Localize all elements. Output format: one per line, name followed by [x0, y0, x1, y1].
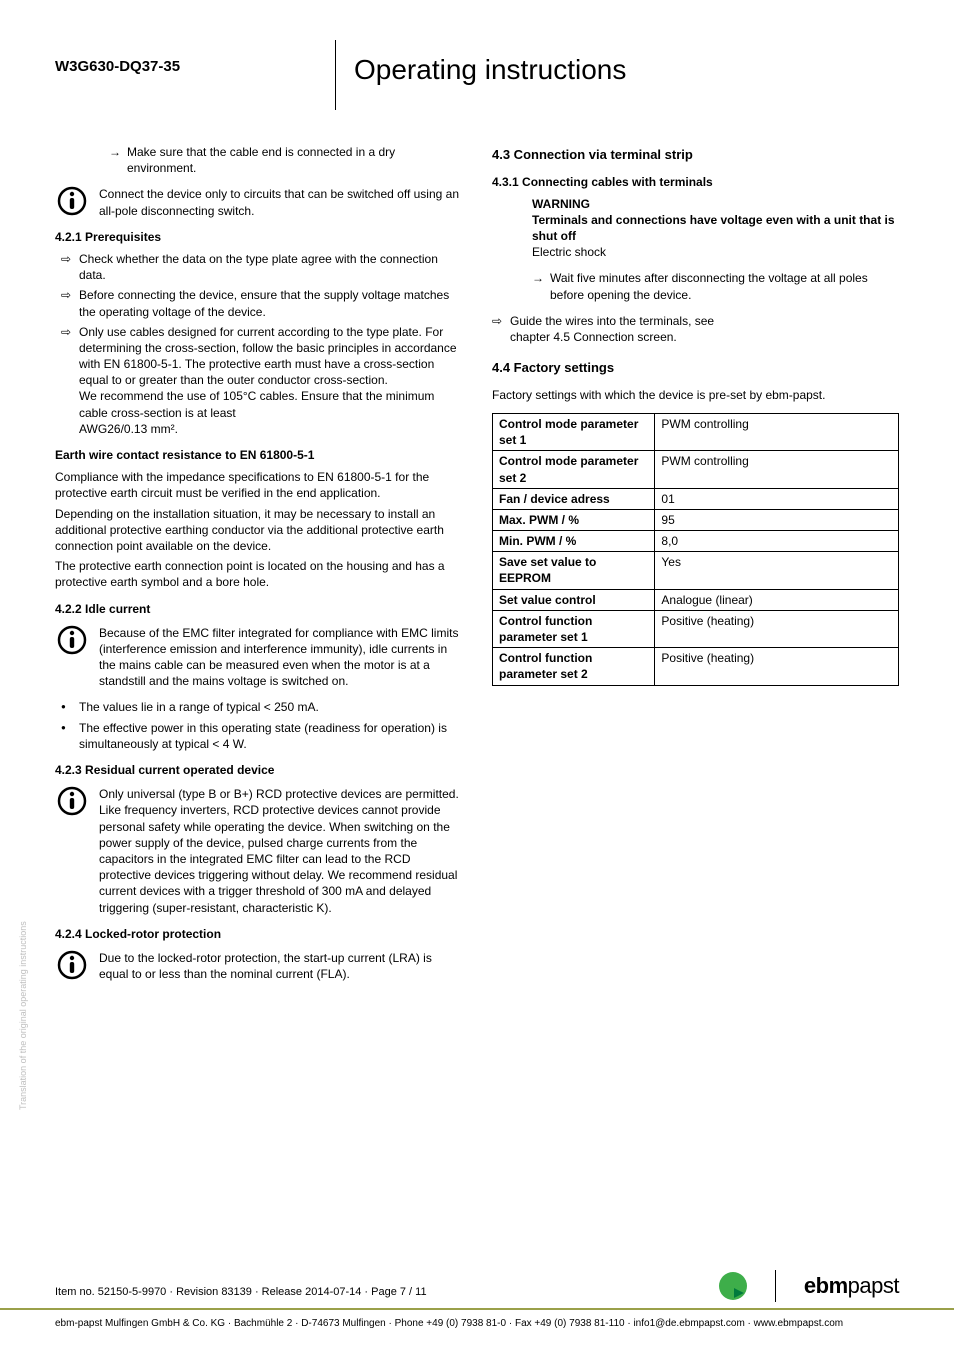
- arrow-icon: ⇨: [61, 287, 79, 319]
- heading-43: 4.3 Connection via terminal strip: [492, 146, 899, 164]
- table-row: Save set value to EEPROMYes: [493, 552, 899, 589]
- note-cable-dry: → Make sure that the cable end is connec…: [109, 144, 462, 176]
- info-text: Connect the device only to circuits that…: [99, 186, 462, 218]
- info-text: Because of the EMC filter integrated for…: [99, 625, 462, 690]
- brand-logo: ebmpapst: [804, 1273, 899, 1299]
- table-row: Control function parameter set 2Positive…: [493, 648, 899, 685]
- list-item: ● The values lie in a range of typical <…: [55, 699, 462, 715]
- heading-locked: 4.2.4 Locked-rotor protection: [55, 926, 462, 942]
- guide-text: Guide the wires into the terminals, see …: [510, 313, 714, 345]
- guide-item: ⇨ Guide the wires into the terminals, se…: [492, 313, 899, 345]
- info-text: Only universal (type B or B+) RCD protec…: [99, 786, 462, 916]
- table-row: Max. PWM / %95: [493, 509, 899, 530]
- dot-icon: ●: [61, 699, 79, 715]
- warning-body: Terminals and connections have voltage e…: [532, 212, 899, 244]
- list-item: ● The effective power in this operating …: [55, 720, 462, 752]
- info-text: Due to the locked-rotor protection, the …: [99, 950, 462, 982]
- right-column: 4.3 Connection via terminal strip 4.3.1 …: [492, 140, 899, 992]
- item-text: Only use cables designed for current acc…: [79, 324, 462, 437]
- warning-title: WARNING: [532, 196, 899, 212]
- header-divider: [335, 40, 336, 110]
- page-header: W3G630-DQ37-35 Operating instructions: [55, 40, 899, 110]
- side-label: Translation of the original operating in…: [18, 921, 28, 1110]
- note-text: Make sure that the cable end is connecte…: [127, 144, 462, 176]
- warning-wait-text: Wait five minutes after disconnecting th…: [550, 270, 899, 302]
- table-row: Min. PWM / %8,0: [493, 531, 899, 552]
- arrow-icon: →: [109, 144, 121, 176]
- list-item: ⇨ Only use cables designed for current a…: [55, 324, 462, 437]
- heading-44: 4.4 Factory settings: [492, 359, 899, 377]
- item-text: Before connecting the device, ensure tha…: [79, 287, 462, 319]
- item-text: The values lie in a range of typical < 2…: [79, 699, 319, 715]
- info-icon: [57, 950, 89, 980]
- info-idle: Because of the EMC filter integrated for…: [55, 625, 462, 690]
- footer-address: ebm-papst Mulfingen GmbH & Co. KG · Bach…: [55, 1318, 843, 1329]
- heading-earth: Earth wire contact resistance to EN 6180…: [55, 447, 462, 463]
- greentech-badge-icon: [719, 1272, 747, 1300]
- footer-rule: [0, 1308, 954, 1310]
- info-icon: [57, 625, 89, 655]
- dot-icon: ●: [61, 720, 79, 752]
- heading-prerequisites: 4.2.1 Prerequisites: [55, 229, 462, 245]
- info-locked: Due to the locked-rotor protection, the …: [55, 950, 462, 982]
- table-row: Set value controlAnalogue (linear): [493, 589, 899, 610]
- heading-rcd: 4.2.3 Residual current operated device: [55, 762, 462, 778]
- prereq-list: ⇨ Check whether the data on the type pla…: [55, 251, 462, 437]
- warning-sub: Electric shock: [532, 244, 899, 260]
- info-rcd: Only universal (type B or B+) RCD protec…: [55, 786, 462, 916]
- table-row: Control mode parameter set 1PWM controll…: [493, 413, 899, 450]
- earth-p1: Compliance with the impedance specificat…: [55, 469, 462, 501]
- table-row: Control function parameter set 1Positive…: [493, 610, 899, 647]
- page-title: Operating instructions: [354, 40, 626, 86]
- model-number: W3G630-DQ37-35: [55, 40, 335, 75]
- item-text: Check whether the data on the type plate…: [79, 251, 462, 283]
- table-row: Fan / device adress01: [493, 488, 899, 509]
- factory-intro: Factory settings with which the device i…: [492, 387, 899, 403]
- info-icon: [57, 786, 89, 816]
- warning-wait: → Wait five minutes after disconnecting …: [532, 270, 899, 302]
- idle-bullets: ● The values lie in a range of typical <…: [55, 699, 462, 752]
- arrow-icon: ⇨: [61, 251, 79, 283]
- footer-logo: ebmpapst: [719, 1270, 899, 1302]
- heading-431: 4.3.1 Connecting cables with terminals: [492, 174, 899, 190]
- warning-block: WARNING Terminals and connections have v…: [532, 196, 899, 261]
- earth-p3: The protective earth connection point is…: [55, 558, 462, 590]
- factory-table: Control mode parameter set 1PWM controll…: [492, 413, 899, 686]
- list-item: ⇨ Before connecting the device, ensure t…: [55, 287, 462, 319]
- info-icon: [57, 186, 89, 216]
- info-allpole: Connect the device only to circuits that…: [55, 186, 462, 218]
- footer-meta: Item no. 52150-5-9970 · Revision 83139 ·…: [55, 1286, 427, 1298]
- left-column: → Make sure that the cable end is connec…: [55, 140, 462, 992]
- logo-divider: [775, 1270, 776, 1302]
- arrow-icon: →: [532, 270, 544, 302]
- arrow-icon: ⇨: [61, 324, 79, 437]
- heading-idle: 4.2.2 Idle current: [55, 601, 462, 617]
- arrow-icon: ⇨: [492, 313, 510, 345]
- table-row: Control mode parameter set 2PWM controll…: [493, 451, 899, 488]
- list-item: ⇨ Check whether the data on the type pla…: [55, 251, 462, 283]
- earth-p2: Depending on the installation situation,…: [55, 506, 462, 555]
- item-text: The effective power in this operating st…: [79, 720, 462, 752]
